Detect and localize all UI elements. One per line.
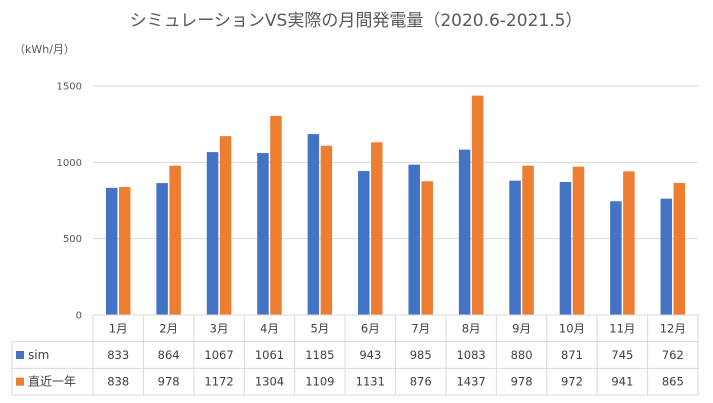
data-label: 941 xyxy=(611,375,633,389)
data-label: 972 xyxy=(561,375,583,389)
data-label: 1185 xyxy=(305,348,334,362)
y-tick-label: 1500 xyxy=(57,82,82,93)
data-label: 1083 xyxy=(456,348,485,362)
category-label: 8月 xyxy=(462,321,481,335)
data-label: 745 xyxy=(611,348,633,362)
bar-sim-8 xyxy=(458,149,471,315)
category-label: 9月 xyxy=(512,321,531,335)
bar-actual-8 xyxy=(471,95,484,315)
bar-sim-1 xyxy=(105,187,118,315)
category-label: 11月 xyxy=(609,321,635,335)
bar-sim-10 xyxy=(559,182,572,315)
bar-actual-6 xyxy=(371,142,383,315)
category-label: 3月 xyxy=(210,321,229,335)
data-label: 762 xyxy=(662,348,684,362)
category-label: 2月 xyxy=(159,321,178,335)
bar-sim-9 xyxy=(509,180,521,315)
bar-actual-11 xyxy=(623,171,635,315)
bar-actual-7 xyxy=(421,181,433,315)
category-label: 10月 xyxy=(559,321,585,335)
bar-sim-5 xyxy=(307,134,320,315)
data-label: 1061 xyxy=(255,348,284,362)
bar-sim-3 xyxy=(206,152,219,315)
bar-actual-10 xyxy=(572,166,585,315)
y-tick-label: 1000 xyxy=(57,158,82,169)
data-label: 833 xyxy=(107,348,129,362)
bar-sim-12 xyxy=(660,198,673,315)
category-label: 12月 xyxy=(660,321,686,335)
data-label: 985 xyxy=(410,348,432,362)
data-label: 865 xyxy=(662,375,684,389)
category-label: 1月 xyxy=(109,321,128,335)
data-label: 838 xyxy=(107,375,129,389)
bar-actual-4 xyxy=(270,115,282,315)
data-label: 876 xyxy=(410,375,432,389)
data-label: 1131 xyxy=(356,375,385,389)
bar-actual-1 xyxy=(118,187,131,315)
chart-title: シミュレーションVS実際の月間発電量（2020.6-2021.5） xyxy=(130,11,583,31)
bar-actual-3 xyxy=(219,136,232,315)
y-tick-label: 500 xyxy=(63,234,82,245)
data-label: 871 xyxy=(561,348,583,362)
legend-swatch-actual xyxy=(16,377,24,386)
data-label: 1067 xyxy=(204,348,233,362)
data-label: 1109 xyxy=(305,375,334,389)
data-label: 978 xyxy=(511,375,533,389)
bar-actual-12 xyxy=(673,182,686,315)
bar-sim-11 xyxy=(610,201,622,315)
bar-actual-9 xyxy=(522,165,534,315)
bar-sim-7 xyxy=(408,164,420,315)
bar-sim-4 xyxy=(257,153,269,315)
y-axis-unit-label: （kWh/月） xyxy=(14,43,75,56)
data-label: 943 xyxy=(359,348,381,362)
legend-swatch-sim xyxy=(16,351,24,360)
y-tick-label: 0 xyxy=(76,311,82,322)
data-label: 1172 xyxy=(204,375,233,389)
data-label: 1304 xyxy=(255,375,284,389)
category-label: 7月 xyxy=(411,321,430,335)
legend-label-sim: sim xyxy=(28,348,49,362)
category-label: 5月 xyxy=(310,321,329,335)
bar-sim-6 xyxy=(358,171,370,315)
data-label: 880 xyxy=(511,348,533,362)
data-label: 1437 xyxy=(456,375,485,389)
bar-actual-2 xyxy=(169,165,181,315)
bar-actual-5 xyxy=(320,145,333,315)
bar-sim-2 xyxy=(156,183,168,315)
data-label: 978 xyxy=(158,375,180,389)
category-label: 4月 xyxy=(260,321,279,335)
legend-label-actual: 直近一年 xyxy=(28,375,76,389)
category-label: 6月 xyxy=(361,321,380,335)
data-label: 864 xyxy=(158,348,180,362)
